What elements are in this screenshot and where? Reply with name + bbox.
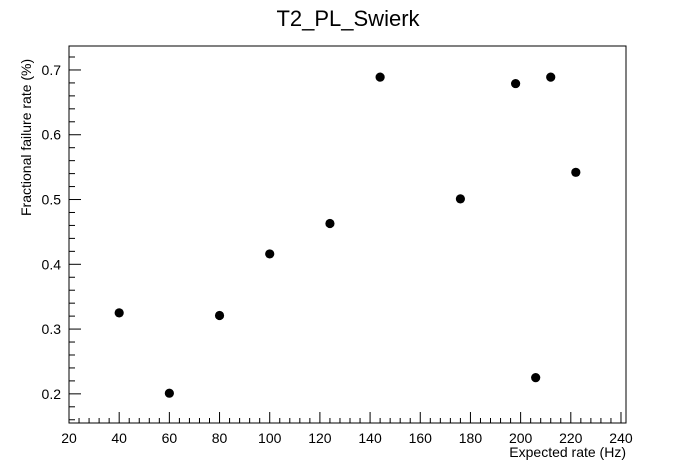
data-point bbox=[531, 373, 541, 383]
y-tick-label: 0.4 bbox=[42, 256, 62, 272]
x-tick-label: 240 bbox=[609, 430, 633, 446]
data-point bbox=[265, 249, 275, 259]
data-point bbox=[164, 388, 174, 398]
x-tick-label: 160 bbox=[409, 430, 433, 446]
x-tick-label: 80 bbox=[212, 430, 228, 446]
x-tick-label: 180 bbox=[459, 430, 483, 446]
x-tick-label: 220 bbox=[559, 430, 583, 446]
data-point bbox=[114, 308, 124, 318]
y-tick-label: 0.2 bbox=[42, 386, 62, 402]
x-tick-label: 20 bbox=[61, 430, 77, 446]
x-tick-label: 120 bbox=[308, 430, 332, 446]
data-point bbox=[571, 167, 581, 177]
y-tick-label: 0.6 bbox=[42, 127, 62, 143]
chart-title: T2_PL_Swierk bbox=[276, 6, 420, 31]
y-tick-label: 0.5 bbox=[42, 192, 62, 208]
x-tick-label: 100 bbox=[258, 430, 282, 446]
x-tick-label: 60 bbox=[162, 430, 178, 446]
data-point bbox=[455, 194, 466, 204]
y-tick-label: 0.7 bbox=[42, 62, 62, 78]
data-point bbox=[375, 72, 385, 82]
x-tick-label: 140 bbox=[358, 430, 382, 446]
x-tick-label: 40 bbox=[111, 430, 127, 446]
data-point bbox=[214, 310, 225, 321]
data-point bbox=[546, 72, 556, 82]
x-axis-label: Expected rate (Hz) bbox=[509, 444, 626, 460]
y-axis-label: Fractional failure rate (%) bbox=[18, 59, 34, 216]
y-tick-label: 0.3 bbox=[42, 321, 62, 337]
data-point bbox=[511, 78, 521, 89]
plot-frame bbox=[68, 45, 627, 424]
data-point bbox=[325, 218, 335, 229]
x-tick-label: 200 bbox=[509, 430, 533, 446]
